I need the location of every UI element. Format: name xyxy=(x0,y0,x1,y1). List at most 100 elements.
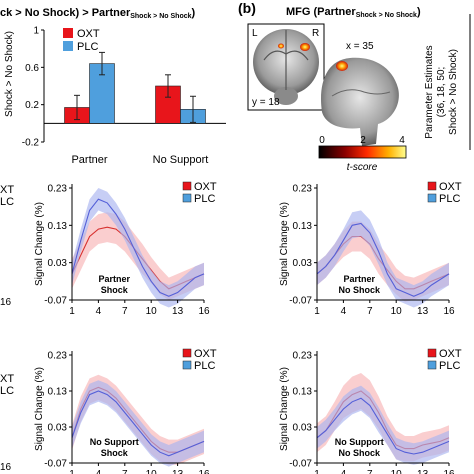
band-plc xyxy=(72,188,204,308)
legend-plc-swatch xyxy=(427,360,437,370)
panel-b-ylabel-line2: (36, 18, 50; xyxy=(436,67,447,118)
line-plc xyxy=(71,198,205,297)
xtick-label: 4 xyxy=(96,306,102,317)
band-plc xyxy=(72,380,204,467)
panel-b-label: (b) xyxy=(238,0,256,16)
timecourse-right-bottom: 0.230.130.03-0.07147101316Time (s)Signal… xyxy=(279,348,462,474)
legend-oxt: OXT xyxy=(439,181,462,193)
condition-annotation: No Support xyxy=(335,437,384,447)
xtick-label: 7 xyxy=(367,469,373,474)
xtick-label: 7 xyxy=(122,469,128,474)
condition-annotation: Partner xyxy=(343,274,375,284)
ytick-label: -0.07 xyxy=(289,459,312,470)
ytick-label: 0.23 xyxy=(293,184,313,195)
slice-coord-y: y = 18 xyxy=(252,97,280,108)
slice-coord-x: x = 35 xyxy=(346,41,374,52)
band-plc xyxy=(317,385,449,465)
bar-legend-oxt: OXT xyxy=(77,28,100,40)
bar-ytick-label: 0.2 xyxy=(25,100,39,111)
ytick-label: 0.23 xyxy=(48,184,68,195)
coronal-activation-blob xyxy=(300,43,310,51)
xtick-label: 4 xyxy=(341,306,347,317)
timecourse-left-bottom: 0.230.130.03-0.07147101316Time (s)Signal… xyxy=(34,348,217,474)
xtick-label: 10 xyxy=(146,306,158,317)
ytick-label: 0.13 xyxy=(293,387,313,398)
timecourse-panels: 0.23 0.13 0.03 -0.07 1 4 7 10 13 16 Signal Change … xyxy=(34,181,462,474)
bar-ytick-label: 1 xyxy=(33,26,39,37)
ytick-label: 0.03 xyxy=(48,258,68,269)
colorbar-tick-0: 0 xyxy=(319,135,325,146)
xtick-label: 16 xyxy=(198,306,210,317)
legend-oxt: OXT xyxy=(194,181,217,193)
legend-plc: PLC xyxy=(194,193,215,205)
legend-plc: PLC xyxy=(194,360,215,372)
legend-oxt-swatch xyxy=(427,181,437,191)
xtick-label: 7 xyxy=(122,306,128,317)
sagittal-slice: x = 35 xyxy=(321,41,399,146)
xtick-label: 13 xyxy=(172,306,184,317)
condition-annotation: Shock xyxy=(101,448,129,458)
colorbar-tick-2: 2 xyxy=(360,135,366,146)
condition-annotation: No Shock xyxy=(338,448,381,458)
condition-annotation: Partner xyxy=(98,274,130,284)
xtick-label: 10 xyxy=(146,469,158,474)
xtick-label: 16 xyxy=(198,469,210,474)
bar-category-label: No Support xyxy=(153,154,209,166)
timecourse-right-top: 0.23 0.13 0.03 -0.071 4 7 10 13 16 Signal Change … xyxy=(279,181,462,317)
bar-axes: -0.2 0.2 0.6 1 Partner No Support xyxy=(22,26,226,166)
ytick-label: -0.07 xyxy=(44,296,67,307)
edge-tick-16-2: 16 xyxy=(0,462,12,473)
coronal-slice: L R y = 18 xyxy=(247,23,325,111)
panel-b-ylabel-line3: Shock > No Shock) xyxy=(448,49,459,135)
ytick-label: 0.03 xyxy=(48,423,68,434)
xtick-label: 13 xyxy=(417,306,429,317)
bar-legend-plc: PLC xyxy=(77,41,98,53)
slice-left-letter: L xyxy=(252,28,258,39)
xtick-label: 16 xyxy=(443,469,455,474)
legend-oxt-swatch xyxy=(182,348,192,358)
bar-category-label: Partner xyxy=(71,154,107,166)
y-axis-label: Signal Change (%) xyxy=(279,367,290,451)
sagittal-activation-blob xyxy=(336,61,348,71)
xtick-label: 13 xyxy=(172,469,184,474)
ytick-label: 0.13 xyxy=(293,221,313,232)
xtick-label: 1 xyxy=(314,306,320,317)
y-axis-label: Signal Change (%) xyxy=(279,202,290,286)
xtick-label: 4 xyxy=(341,469,347,474)
left-edge-fragments: XT LC 16 XT LC 16 xyxy=(0,184,14,473)
bar-title: ck > No Shock) > PartnerShock > No Shock… xyxy=(0,7,196,20)
ytick-label: 0.23 xyxy=(293,351,313,362)
line-plc xyxy=(316,397,450,455)
y-axis-label: Signal Change (%) xyxy=(34,202,45,286)
bar-panel: ck > No Shock) > PartnerShock > No Shock… xyxy=(0,7,226,166)
bar-legend-plc-swatch xyxy=(63,41,73,51)
sagittal-brain-icon xyxy=(321,57,399,146)
edge-legend-oxt-2: XT xyxy=(0,373,14,385)
line-plc xyxy=(316,222,450,297)
xtick-label: 10 xyxy=(391,469,403,474)
legend-oxt-swatch xyxy=(427,348,437,358)
xtick-label: 4 xyxy=(96,469,102,474)
bar-ytick-label: 0.6 xyxy=(25,63,39,74)
ytick-label: 0.03 xyxy=(293,258,313,269)
slice-right-letter: R xyxy=(312,28,319,39)
timecourse-left-top: 0.23 0.13 0.03 -0.071 4 7 10 13 16 Signal Change … xyxy=(34,181,217,317)
xtick-label: 13 xyxy=(417,469,429,474)
bar-ylabel: Shock > No Shock) xyxy=(4,31,15,117)
tscore-colorbar: 0 2 4 t-score xyxy=(318,135,407,173)
panel-b: (b) MFG (PartnerShock > No Shock) L R y … xyxy=(238,0,471,173)
condition-annotation: No Support xyxy=(90,437,139,447)
legend-plc-swatch xyxy=(182,360,192,370)
legend-plc-swatch xyxy=(427,193,437,203)
condition-annotation: Shock xyxy=(101,285,129,295)
edge-legend-plc: LC xyxy=(0,196,14,208)
bar-legend-oxt-swatch xyxy=(63,28,73,38)
edge-legend-plc-2: LC xyxy=(0,385,14,397)
edge-tick-16: 16 xyxy=(0,297,12,308)
band-plc xyxy=(317,210,449,308)
legend-oxt: OXT xyxy=(194,348,217,360)
condition-annotation: No Shock xyxy=(338,285,381,295)
colorbar-tick-4: 4 xyxy=(399,135,405,146)
ytick-label: 0.23 xyxy=(48,351,68,362)
